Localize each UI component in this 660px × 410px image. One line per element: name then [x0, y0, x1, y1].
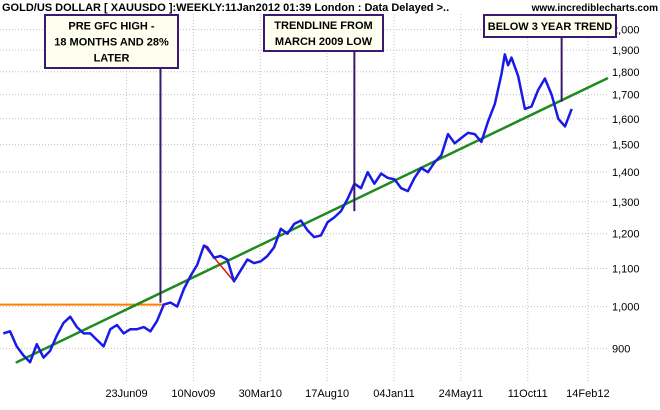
y-tick-label-5: 1,400 — [612, 167, 640, 179]
y-tick-label-10: 1,900 — [612, 45, 640, 57]
price-line-0 — [2, 53, 573, 364]
x-tick-label-7: 14Feb12 — [566, 388, 609, 400]
annotations: PRE GFC HIGH - 18 MONTHS AND 28% LATER TREN… — [44, 14, 617, 303]
x-tick-label-5: 24May11 — [439, 388, 483, 400]
annotation-text-1-0: TRENDLINE FROM — [274, 20, 372, 32]
annotation-text-0-2: LATER — [94, 53, 130, 65]
x-tick-label-1: 10Nov09 — [171, 388, 215, 400]
annotation-text-0-1: 18 MONTHS AND 28% — [54, 37, 169, 49]
chart-title: GOLD/US DOLLAR [ XAUUSDO ]:WEEKLY:11Jan2… — [2, 2, 449, 14]
x-tick-label-0: 23Jun09 — [105, 388, 147, 400]
y-axis-ticks: 900 1,000 1,100 1,200 1,300 1,400 1,500 1,600 1,… — [612, 25, 640, 356]
x-tick-label-4: 04Jan11 — [373, 388, 414, 400]
annotation-text-0-0: PRE GFC HIGH - — [68, 21, 155, 33]
x-tick-label-6: 11Oct11 — [508, 388, 548, 400]
x-axis-ticks: 23Jun09 10Nov09 30Mar10 17Aug10 04Jan11 24May… — [105, 388, 609, 400]
annotation-box-2 — [483, 14, 617, 38]
annotation-1: TRENDLINE FROM MARCH 2009 LOW — [263, 14, 384, 212]
annotation-0: PRE GFC HIGH - 18 MONTHS AND 28% LATER — [44, 14, 179, 303]
y-tick-label-0: 900 — [612, 344, 630, 356]
y-tick-label-1: 1,000 — [612, 302, 640, 314]
annotation-2: BELOW 3 YEAR TREND — [483, 14, 617, 102]
y-tick-label-2: 1,100 — [612, 263, 640, 275]
y-tick-label-6: 1,500 — [612, 140, 640, 152]
y-tick-label-4: 1,300 — [612, 197, 640, 209]
annotation-text-1-1: MARCH 2009 LOW — [275, 36, 373, 48]
x-tick-label-3: 17Aug10 — [305, 388, 349, 400]
price-series — [2, 53, 573, 364]
annotation-box-1 — [263, 14, 384, 52]
annotation-text-2-0: BELOW 3 YEAR TREND — [488, 21, 613, 33]
y-tick-label-9: 1,800 — [612, 67, 640, 79]
y-tick-label-3: 1,200 — [612, 229, 640, 241]
grid — [0, 14, 607, 381]
y-tick-label-7: 1,600 — [612, 114, 640, 126]
y-tick-label-8: 1,700 — [612, 90, 640, 102]
y-tick-label-11: 2,000 — [612, 25, 640, 37]
annotation-box-0 — [44, 14, 179, 69]
trendline — [15, 77, 609, 364]
x-tick-label-2: 30Mar10 — [239, 388, 282, 400]
site-watermark: www.incrediblecharts.com — [531, 3, 658, 14]
